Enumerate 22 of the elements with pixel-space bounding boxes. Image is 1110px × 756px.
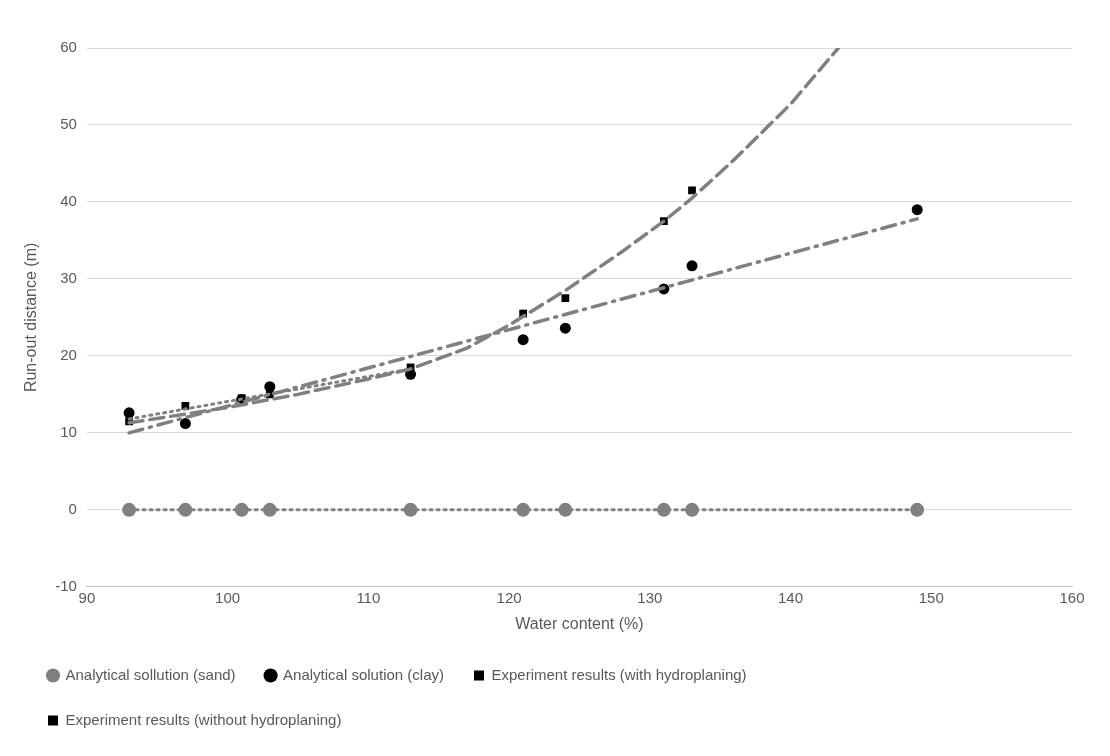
legend-label: Experiment results (with hydroplaning): [491, 665, 747, 683]
x-tick-label: 100: [215, 588, 241, 606]
y-tick-label: 30: [60, 269, 77, 287]
x-tick-label: 140: [778, 588, 804, 606]
y-tick-label: 50: [60, 115, 77, 133]
x-tick-label: 160: [1059, 588, 1085, 606]
y-tick-label: 10: [60, 423, 77, 440]
x-tick-label: 90: [78, 588, 96, 606]
x-tick-label: 150: [918, 588, 944, 606]
legend-label: Experiment results (without hydroplaning): [65, 710, 342, 728]
y-tick-label: 60: [60, 38, 77, 56]
y-tick-label: 0: [68, 499, 77, 517]
y-tick-label: 40: [60, 192, 77, 210]
y-axis-title: Run-out distance (m): [22, 242, 40, 393]
legend-label: Analytical sollution (sand): [65, 665, 236, 683]
y-tick-label: -10: [55, 576, 77, 594]
x-tick-label: 110: [356, 588, 381, 606]
y-tick-label: 20: [60, 346, 77, 364]
x-tick-label: 130: [637, 588, 663, 606]
legend-label: Analytical solution (clay): [283, 665, 444, 683]
x-tick-label: 120: [496, 588, 522, 606]
x-axis-title: Water content (%): [515, 614, 644, 632]
